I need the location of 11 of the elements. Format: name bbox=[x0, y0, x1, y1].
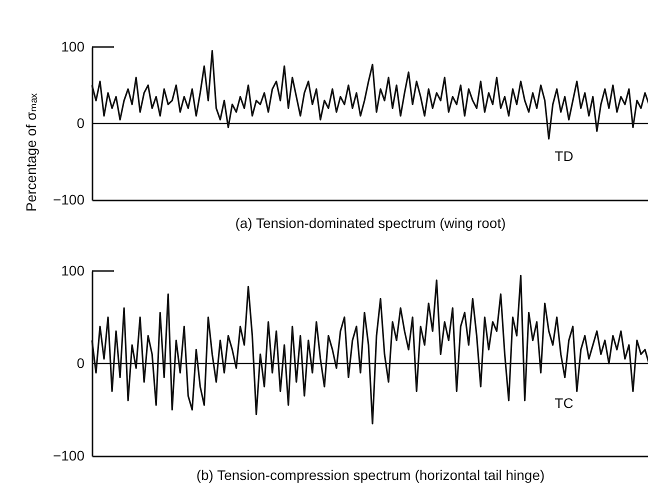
y-tick-label: 100 bbox=[61, 38, 85, 54]
y-tick-label: −100 bbox=[52, 192, 85, 208]
annotation: TD bbox=[554, 148, 574, 164]
y-axis-title: Percentage of σₘₐₓ bbox=[22, 92, 39, 212]
y-tick-label: 0 bbox=[76, 355, 85, 371]
y-tick-label: −100 bbox=[52, 448, 85, 464]
text: (b) Tension-compression spectrum (horizontal tail hinge) bbox=[196, 467, 545, 483]
y-tick-label: 100 bbox=[61, 262, 85, 278]
annotation: TC bbox=[554, 395, 574, 412]
y-tick-label: 0 bbox=[76, 115, 85, 131]
text: (a) Tension-dominated spectrum (wing root) bbox=[235, 215, 506, 232]
